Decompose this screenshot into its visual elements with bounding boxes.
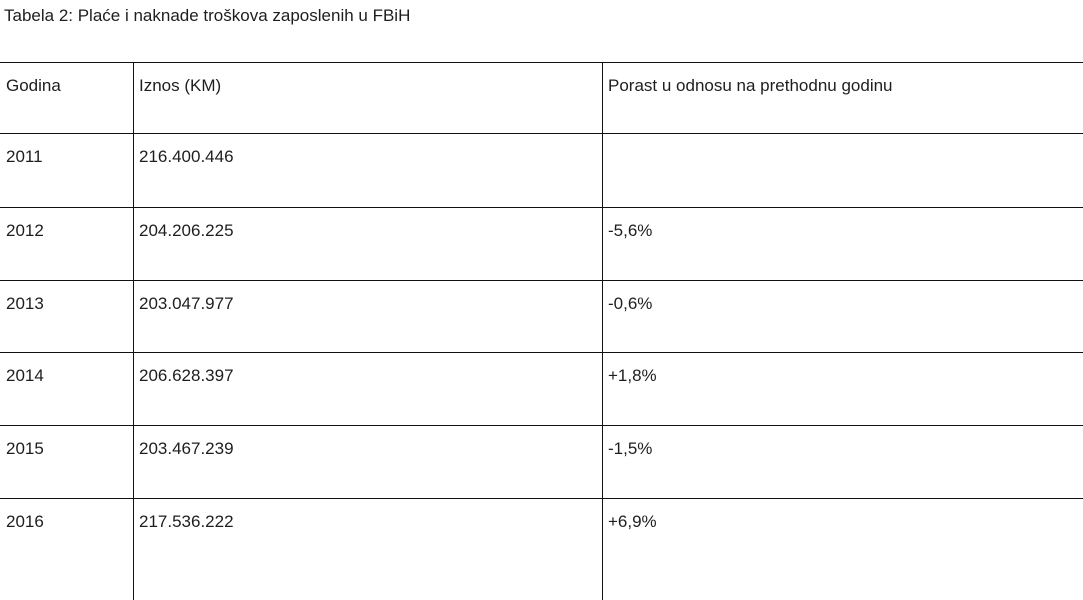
row-border — [0, 62, 1083, 63]
table-cell: +6,9% — [608, 512, 657, 531]
table-cell: -0,6% — [608, 294, 653, 313]
table-cell: 2013 — [6, 294, 44, 313]
column-border — [602, 62, 603, 600]
table-cell: 2014 — [6, 366, 44, 385]
table-cell: +1,8% — [608, 366, 657, 385]
table-cell: -5,6% — [608, 221, 653, 240]
column-header: Iznos (KM) — [139, 76, 222, 95]
table-cell: -1,5% — [608, 439, 653, 458]
table-cell: 2012 — [6, 221, 44, 240]
table-cell: 217.536.222 — [139, 512, 234, 531]
table-cell: 216.400.446 — [139, 147, 234, 166]
table-cell: 2016 — [6, 512, 44, 531]
table-cell: 204.206.225 — [139, 221, 234, 240]
column-border — [133, 62, 134, 600]
table-cell: 203.047.977 — [139, 294, 234, 313]
row-border — [0, 280, 1083, 281]
table-cell: 2015 — [6, 439, 44, 458]
column-header: Godina — [6, 76, 61, 95]
table-cell: 2011 — [6, 147, 43, 166]
row-border — [0, 425, 1083, 426]
row-border — [0, 352, 1083, 353]
table-title: Tabela 2: Plaće i naknade troškova zapos… — [4, 6, 411, 25]
column-header: Porast u odnosu na prethodnu godinu — [608, 76, 893, 95]
table-cell: 203.467.239 — [139, 439, 234, 458]
row-border — [0, 498, 1083, 499]
table-cell: 206.628.397 — [139, 366, 234, 385]
row-border — [0, 133, 1083, 134]
row-border — [0, 207, 1083, 208]
